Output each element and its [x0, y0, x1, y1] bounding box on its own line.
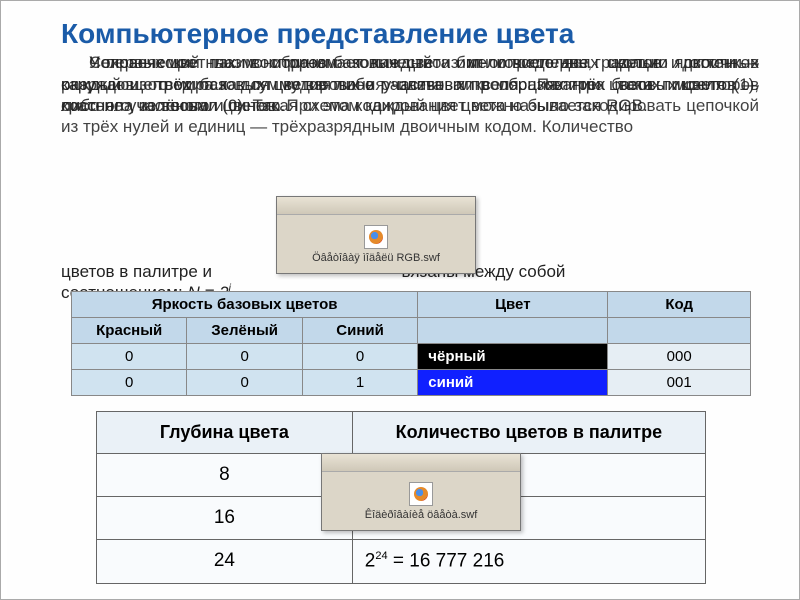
- cell-g: 0: [187, 370, 302, 396]
- depth-header-left: Глубина цвета: [97, 412, 353, 454]
- swf-caption: Öâåòîâàÿ ìîäåëü RGB.swf: [312, 252, 440, 264]
- formula-part1: цветов в палитре и: [61, 262, 212, 281]
- swf-caption: Êîäèðîâàíèå öâåòà.swf: [365, 509, 478, 521]
- paragraph-text-3: Человеческий глаз воспринимает каждый из…: [61, 53, 759, 115]
- cell-code: 001: [608, 370, 751, 396]
- cell-b: 0: [302, 344, 417, 370]
- swf-titlebar[interactable]: [322, 454, 520, 472]
- rgb-sub-blue: Синий: [302, 318, 417, 344]
- rgb-header-group: Яркость базовых цветов: [72, 292, 418, 318]
- cell-r: 0: [72, 344, 187, 370]
- rgb-header-color: Цвет: [418, 292, 608, 318]
- rgb-spacer-1: [418, 318, 608, 344]
- cell-color-label: чёрный: [418, 344, 608, 370]
- depth-base: 2: [365, 551, 376, 572]
- cell-r: 0: [72, 370, 187, 396]
- depth-result: = 16 777 216: [388, 551, 505, 572]
- paragraph-front: Человеческий глаз воспринимает каждый из…: [61, 52, 759, 116]
- rgb-header-code: Код: [608, 292, 751, 318]
- table-row: 24 224 = 16 777 216: [97, 540, 706, 583]
- embedded-swf-window-coding[interactable]: Êîäèðîâàíèå öâåòà.swf: [321, 453, 521, 531]
- embedded-swf-window-rgb[interactable]: Öâåòîâàÿ ìîäåëü RGB.swf: [276, 196, 476, 274]
- rgb-code-table: Яркость базовых цветов Цвет Код Красный …: [71, 291, 751, 396]
- table-row: 0 0 0 чёрный 000: [72, 344, 751, 370]
- rgb-sub-red: Красный: [72, 318, 187, 344]
- rgb-sub-green: Зелёный: [187, 318, 302, 344]
- depth-value: 24: [97, 540, 353, 583]
- swf-body: Öâåòîâàÿ ìîäåëü RGB.swf: [277, 215, 475, 273]
- depth-value: 16: [97, 497, 353, 540]
- table-row: 0 0 1 синий 001: [72, 370, 751, 396]
- rgb-spacer-2: [608, 318, 751, 344]
- depth-exp: 24: [375, 550, 387, 562]
- cell-color-label: синий: [418, 370, 608, 396]
- depth-value: 8: [97, 454, 353, 497]
- firefox-icon: [409, 482, 433, 506]
- cell-b: 1: [302, 370, 417, 396]
- page-title: Компьютерное представление цвета: [1, 1, 799, 52]
- firefox-icon: [364, 225, 388, 249]
- depth-count: 224 = 16 777 216: [352, 540, 705, 583]
- swf-titlebar[interactable]: [277, 197, 475, 215]
- cell-code: 000: [608, 344, 751, 370]
- swf-body: Êîäèðîâàíèå öâåòà.swf: [322, 472, 520, 530]
- depth-header-right: Количество цветов в палитре: [352, 412, 705, 454]
- left-margin-strip: [1, 1, 7, 599]
- cell-g: 0: [187, 344, 302, 370]
